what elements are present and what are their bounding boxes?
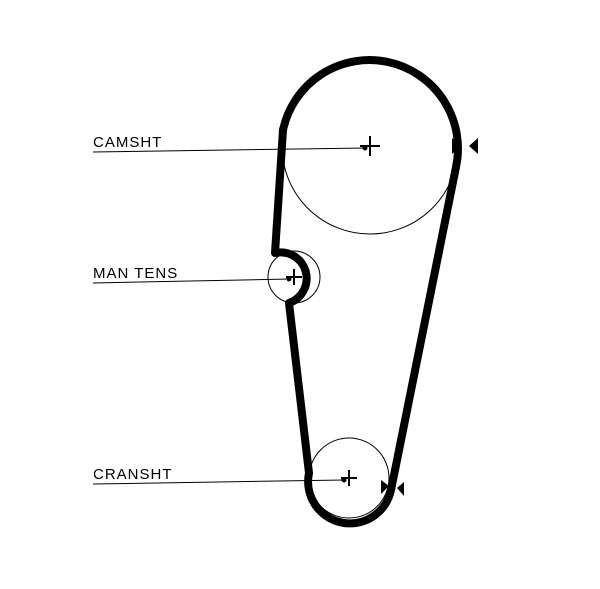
- belt-diagram: [0, 0, 600, 589]
- belt-path: [275, 60, 458, 523]
- camshaft-center-mark: [360, 136, 380, 156]
- camshaft-label: CAMSHT: [93, 134, 162, 151]
- tensioner-label: MAN TENS: [93, 265, 178, 282]
- crankshaft-label: CRANSHT: [93, 466, 173, 483]
